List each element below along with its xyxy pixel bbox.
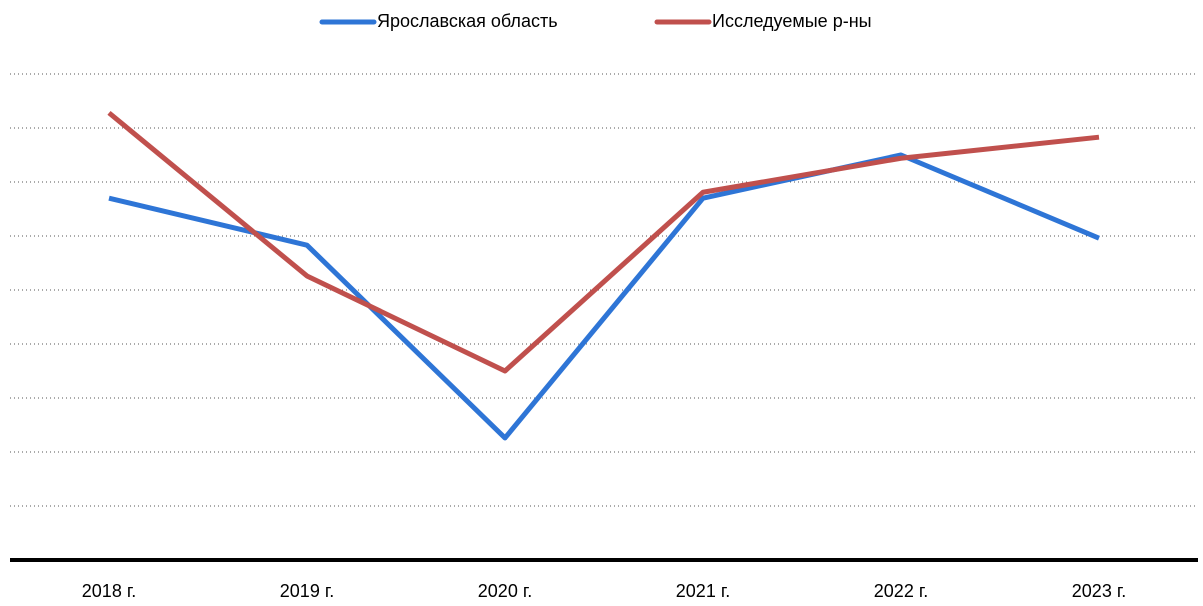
legend-label: Исследуемые р-ны	[712, 11, 872, 31]
series-line	[108, 152, 1100, 441]
x-tick-label: 2021 г.	[676, 581, 730, 601]
series-line	[107, 110, 1100, 374]
x-tick-label: 2023 г.	[1072, 581, 1126, 601]
x-tick-label: 2018 г.	[82, 581, 136, 601]
x-tick-label: 2022 г.	[874, 581, 928, 601]
x-tick-label: 2019 г.	[280, 581, 334, 601]
legend-label: Ярославская область	[377, 11, 558, 31]
x-tick-label: 2020 г.	[478, 581, 532, 601]
